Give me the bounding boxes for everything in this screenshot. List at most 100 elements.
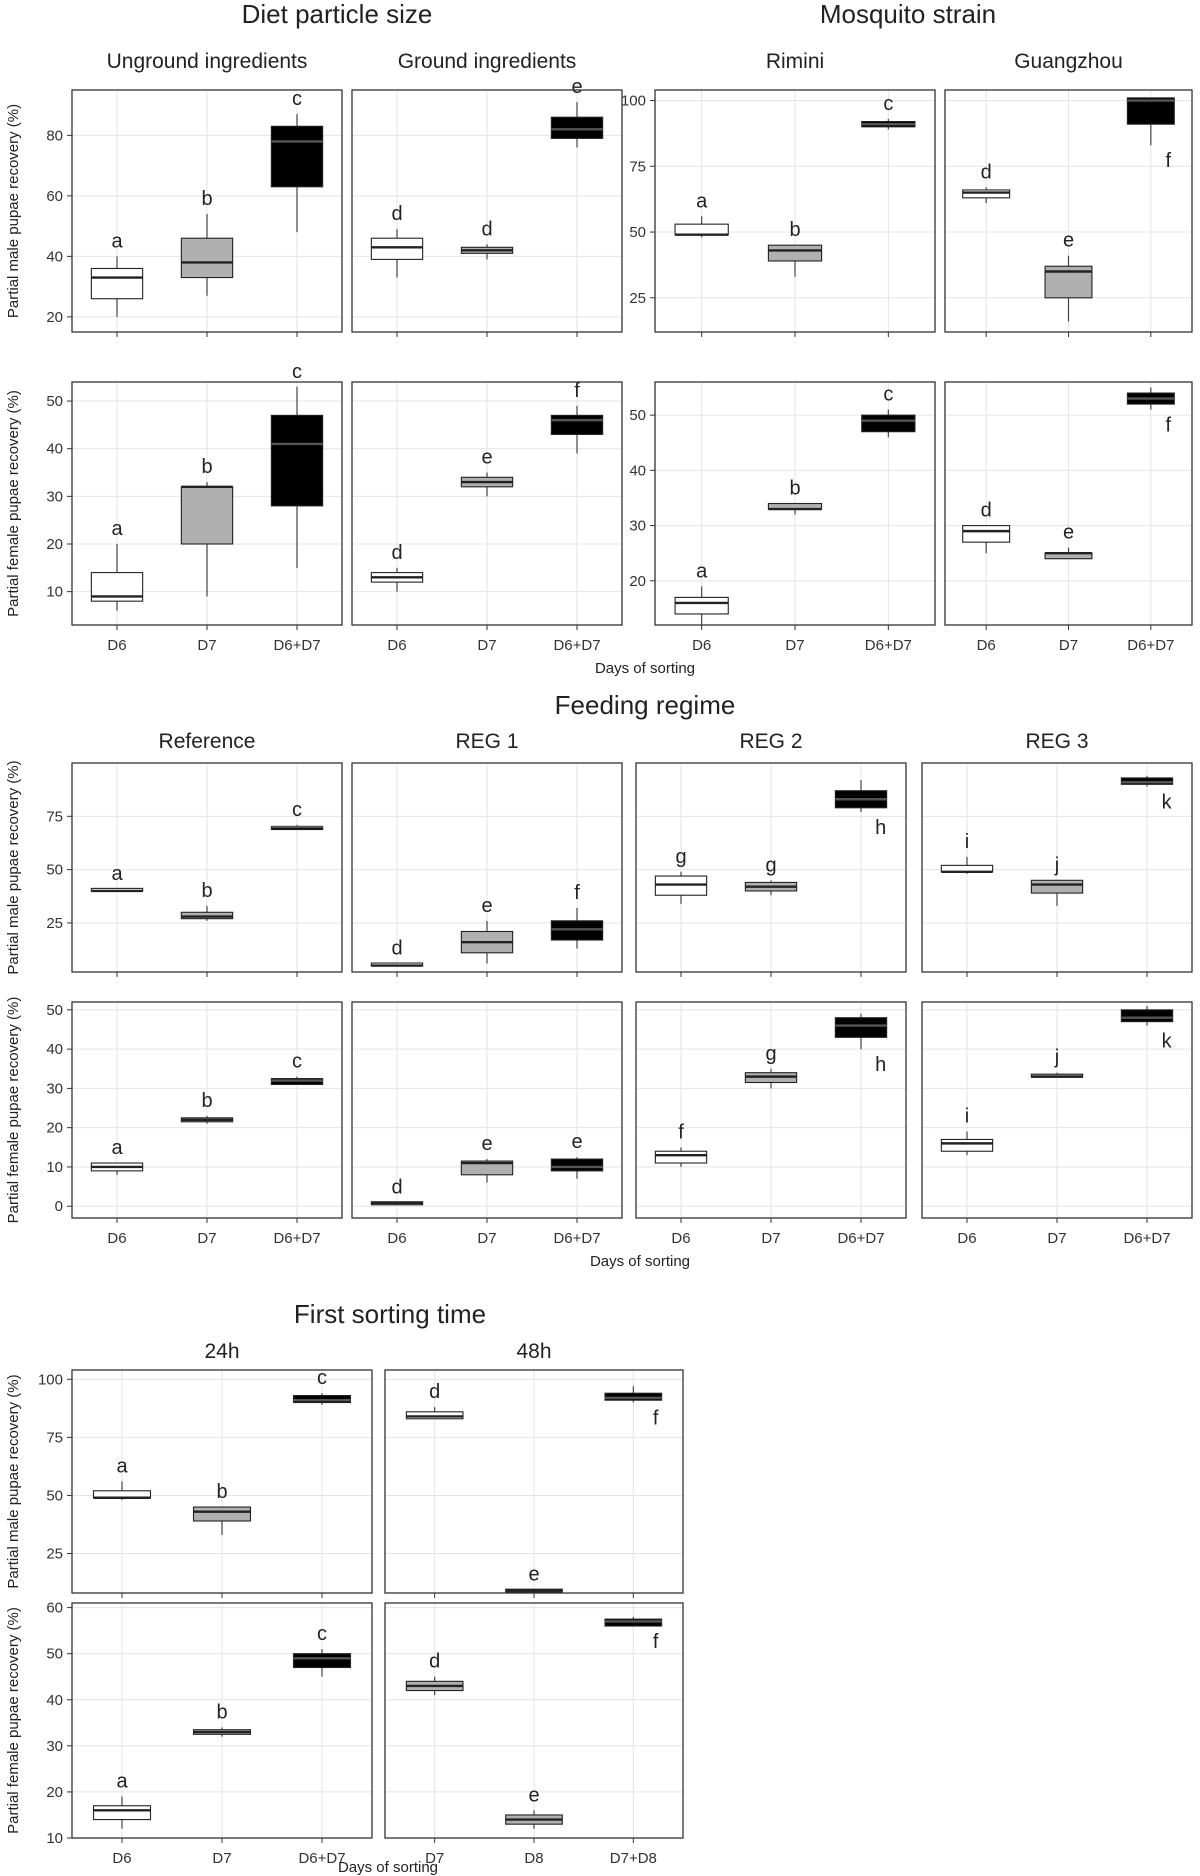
box bbox=[192, 1506, 252, 1522]
significance-letter: c bbox=[883, 93, 893, 115]
significance-letter: c bbox=[317, 1367, 327, 1389]
x-tick-label: D6 bbox=[107, 637, 126, 654]
x-tick-label: D6 bbox=[387, 1230, 406, 1247]
significance-letter: d bbox=[391, 203, 402, 225]
x-axis-title: Days of sorting bbox=[595, 660, 695, 677]
significance-letter: a bbox=[111, 1137, 123, 1159]
significance-letter: k bbox=[1162, 791, 1173, 813]
group-title: First sorting time bbox=[294, 1299, 486, 1329]
box bbox=[962, 525, 1011, 543]
x-tick-label: D7 bbox=[1047, 1230, 1066, 1247]
box bbox=[861, 414, 916, 433]
significance-letter: d bbox=[981, 500, 992, 522]
y-tick-label: 40 bbox=[46, 1692, 63, 1709]
box bbox=[1126, 97, 1175, 125]
y-tick-label: 50 bbox=[46, 862, 63, 879]
significance-letter: a bbox=[116, 1456, 128, 1478]
significance-letter: a bbox=[111, 518, 123, 540]
group-title: Diet particle size bbox=[242, 0, 433, 29]
x-tick-label: D7 bbox=[197, 1230, 216, 1247]
significance-letter: b bbox=[201, 188, 212, 210]
y-tick-label: 60 bbox=[46, 188, 63, 205]
x-tick-label: D6+D7 bbox=[273, 637, 320, 654]
y-tick-label: 0 bbox=[55, 1198, 63, 1215]
significance-letter: f bbox=[574, 380, 580, 402]
significance-letter: a bbox=[111, 863, 123, 885]
significance-letter: b bbox=[201, 456, 212, 478]
significance-letter: b bbox=[201, 880, 212, 902]
significance-letter: b bbox=[789, 478, 800, 500]
y-tick-label: 50 bbox=[46, 393, 63, 410]
significance-letter: f bbox=[678, 1121, 684, 1143]
x-tick-label: D6+D7 bbox=[865, 637, 912, 654]
significance-letter: b bbox=[216, 1481, 227, 1503]
group-title: Mosquito strain bbox=[820, 0, 996, 29]
significance-letter: e bbox=[1063, 522, 1074, 544]
box bbox=[767, 244, 823, 262]
x-tick-label: D6 bbox=[692, 637, 711, 654]
significance-letter: d bbox=[981, 161, 992, 183]
significance-letter: d bbox=[429, 1651, 440, 1673]
significance-letter: e bbox=[481, 1133, 492, 1155]
x-tick-label: D6+D7 bbox=[553, 637, 600, 654]
y-tick-label: 40 bbox=[46, 1041, 63, 1058]
significance-letter: i bbox=[965, 831, 969, 853]
panel-title: Reference bbox=[159, 730, 256, 753]
significance-letter: e bbox=[1063, 230, 1074, 252]
box bbox=[90, 267, 144, 300]
significance-letter: f bbox=[1166, 150, 1172, 172]
significance-letter: e bbox=[528, 1784, 539, 1806]
y-tick-label: 50 bbox=[629, 407, 646, 424]
significance-letter: c bbox=[292, 799, 302, 821]
group-title: Feeding regime bbox=[555, 690, 736, 720]
box bbox=[962, 189, 1011, 199]
box bbox=[292, 1653, 352, 1669]
y-tick-label: 50 bbox=[46, 1487, 63, 1504]
significance-letter: j bbox=[1054, 854, 1059, 876]
x-axis-title: Days of sorting bbox=[338, 1859, 438, 1876]
box bbox=[550, 1158, 604, 1172]
box bbox=[1030, 879, 1084, 894]
box bbox=[460, 1160, 514, 1176]
x-tick-label: D7 bbox=[212, 1850, 231, 1867]
y-axis-title: Partial female pupae recovery (%) bbox=[5, 390, 22, 617]
significance-letter: h bbox=[875, 1054, 886, 1076]
x-tick-label: D7 bbox=[197, 637, 216, 654]
x-tick-label: D7 bbox=[761, 1230, 780, 1247]
y-tick-label: 30 bbox=[46, 1080, 63, 1097]
significance-letter: c bbox=[883, 384, 893, 406]
y-tick-label: 10 bbox=[46, 1159, 63, 1176]
significance-letter: c bbox=[317, 1623, 327, 1645]
significance-letter: b bbox=[789, 219, 800, 241]
y-tick-label: 30 bbox=[629, 518, 646, 535]
x-tick-label: D6 bbox=[671, 1230, 690, 1247]
significance-letter: c bbox=[292, 1051, 302, 1073]
significance-letter: d bbox=[391, 542, 402, 564]
y-tick-label: 100 bbox=[38, 1371, 63, 1388]
panel-title: Rimini bbox=[766, 50, 824, 73]
x-tick-label: D6 bbox=[977, 637, 996, 654]
x-tick-label: D7 bbox=[425, 1850, 444, 1867]
box bbox=[834, 1017, 888, 1038]
panel-title: REG 3 bbox=[1025, 730, 1088, 753]
significance-letter: i bbox=[965, 1106, 969, 1128]
y-axis-title: Partial female pupae recovery (%) bbox=[5, 997, 22, 1224]
y-tick-label: 75 bbox=[46, 1429, 63, 1446]
y-tick-label: 40 bbox=[46, 441, 63, 458]
y-tick-label: 40 bbox=[46, 248, 63, 265]
significance-letter: g bbox=[675, 846, 686, 868]
significance-letter: g bbox=[765, 854, 776, 876]
panel-title: Unground ingredients bbox=[107, 50, 308, 73]
y-tick-label: 10 bbox=[46, 1830, 63, 1847]
box bbox=[270, 414, 324, 507]
y-tick-label: 80 bbox=[46, 127, 63, 144]
significance-letter: c bbox=[292, 361, 302, 383]
box bbox=[180, 486, 234, 545]
y-tick-label: 20 bbox=[46, 309, 63, 326]
x-tick-label: D6 bbox=[387, 637, 406, 654]
x-tick-label: D6+D7 bbox=[273, 1230, 320, 1247]
y-tick-label: 20 bbox=[46, 536, 63, 553]
y-tick-label: 60 bbox=[46, 1600, 63, 1617]
panel-title: 48h bbox=[516, 1340, 551, 1363]
box bbox=[550, 116, 604, 139]
